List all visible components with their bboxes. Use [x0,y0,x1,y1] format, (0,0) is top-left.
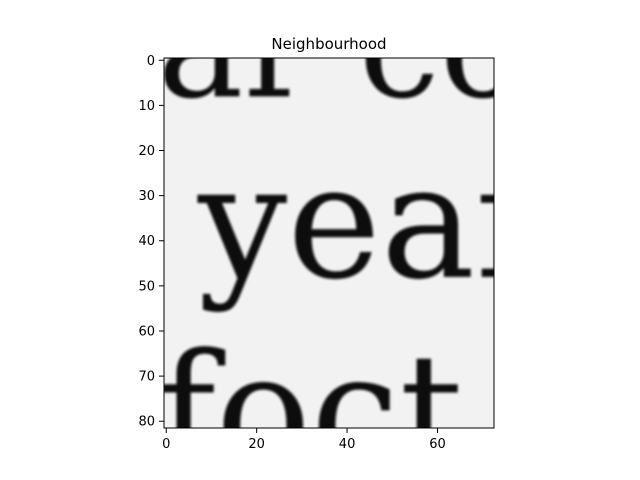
y-tick-label: 30 [138,189,155,204]
chart-title: Neighbourhood [271,35,386,53]
text-fragment-1: year [197,131,551,315]
y-tick-label: 60 [138,324,155,339]
x-axis: 0 20 40 60 [162,428,446,452]
x-tick-label: 20 [248,437,265,452]
y-tick-label: 20 [138,144,155,159]
y-axis: 0 10 20 30 40 50 60 70 80 [138,54,164,430]
x-tick-label: 60 [429,437,446,452]
text-fragment-0: ar co [157,0,527,131]
x-tick-label: 40 [339,437,356,452]
y-tick-label: 10 [138,99,155,114]
y-tick-label: 50 [138,279,155,294]
y-tick-label: 80 [138,415,155,430]
x-tick-label: 0 [162,437,170,452]
y-tick-label: 0 [147,54,155,69]
axes-frame [163,57,495,429]
y-tick-label: 70 [138,370,155,385]
y-tick-label: 40 [138,234,155,249]
text-fragment-2: foct o [157,320,608,480]
image-background [164,58,494,428]
